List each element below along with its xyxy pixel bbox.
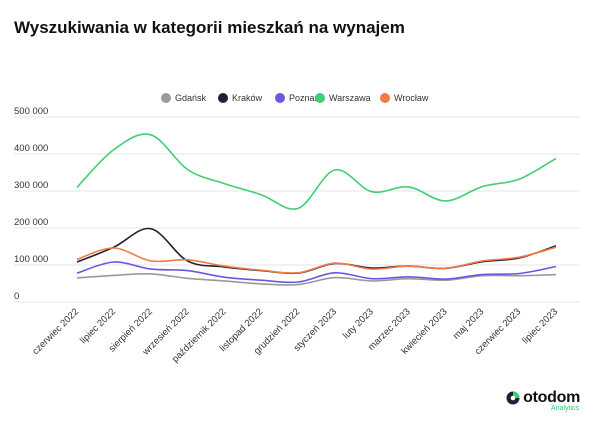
series-line-wroclaw — [76, 246, 557, 274]
y-axis-ticks: 0 100 000 200 000 300 000 400 000 500 000 — [14, 106, 48, 302]
x-tick-label: czerwiec 2022 — [30, 306, 81, 357]
x-tick-label: lipiec 2023 — [520, 306, 560, 346]
brand-logo: otodom Analytics — [506, 389, 580, 412]
series-line-krakow — [76, 227, 557, 275]
series-line-gdansk — [76, 272, 557, 286]
gridlines — [14, 116, 580, 303]
series-line-poznan — [76, 261, 557, 284]
brand-sub: Analytics — [550, 405, 579, 412]
legend-label: Poznań — [289, 93, 320, 103]
legend-label: Warszawa — [329, 93, 371, 103]
y-tick-label: 300 000 — [14, 180, 48, 191]
legend-label: Kraków — [232, 93, 263, 103]
otodom-logo-icon — [506, 391, 520, 405]
legend-label: Wrocław — [394, 93, 429, 103]
x-tick-label: maj 2023 — [451, 306, 486, 341]
legend-marker — [218, 93, 228, 103]
series-line-warszawa — [76, 133, 557, 210]
y-tick-label: 500 000 — [14, 106, 48, 117]
legend-label: Gdańsk — [175, 93, 207, 103]
y-tick-label: 400 000 — [14, 143, 48, 154]
legend-marker — [275, 93, 285, 103]
page-title: Wyszukiwania w kategorii mieszkań na wyn… — [14, 18, 405, 37]
legend: Gdańsk Kraków Poznań Warszawa Wrocław — [161, 93, 429, 103]
legend-marker — [161, 93, 171, 103]
series-lines — [76, 133, 557, 286]
y-tick-label: 200 000 — [14, 217, 48, 228]
y-tick-label: 0 — [14, 291, 19, 302]
x-tick-label: luty 2023 — [341, 306, 376, 341]
legend-marker — [380, 93, 390, 103]
legend-marker — [315, 93, 325, 103]
brand-name: otodom — [523, 389, 580, 406]
y-tick-label: 100 000 — [14, 254, 48, 265]
